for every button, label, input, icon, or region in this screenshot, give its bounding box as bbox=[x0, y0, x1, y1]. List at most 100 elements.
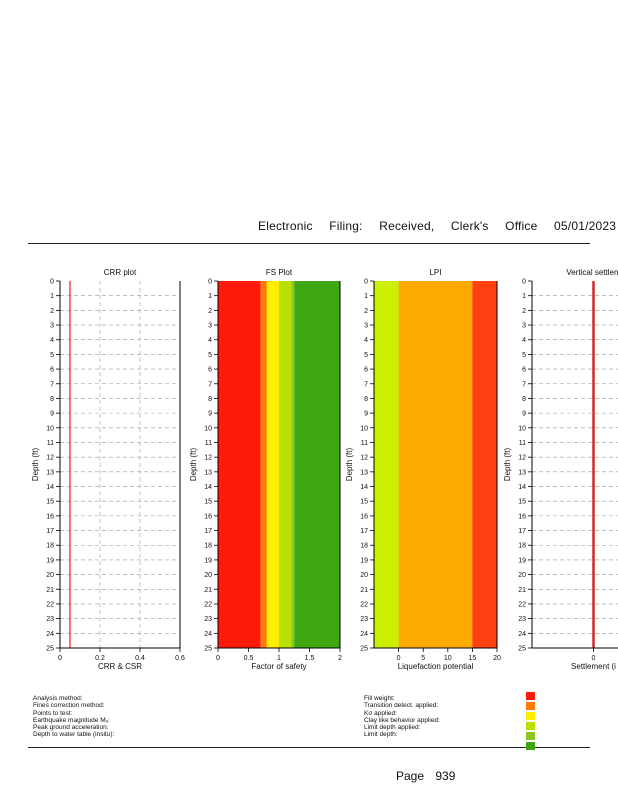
legend-line: Fill weight: bbox=[364, 695, 395, 702]
fs-band bbox=[266, 281, 279, 648]
y-tick-label: 22 bbox=[360, 601, 368, 608]
y-tick-label: 21 bbox=[518, 587, 526, 594]
x-axis-label: Liquefaction potential bbox=[398, 662, 474, 671]
legend-mid: Fill weight: Transition detect. applied:… bbox=[364, 695, 440, 739]
x-tick-label: 0 bbox=[592, 655, 596, 662]
y-tick-label: 17 bbox=[360, 528, 368, 535]
y-tick-label: 2 bbox=[364, 308, 368, 315]
y-tick-label: 14 bbox=[518, 484, 526, 491]
y-tick-label: 13 bbox=[518, 469, 526, 476]
legend-swatches bbox=[526, 692, 535, 752]
x-tick-label: 2 bbox=[338, 655, 342, 662]
y-tick-label: 16 bbox=[360, 513, 368, 520]
y-tick-label: 12 bbox=[46, 455, 54, 462]
legend-swatch bbox=[526, 742, 535, 750]
legend-line: Limit depth applied: bbox=[364, 724, 421, 732]
y-tick-label: 21 bbox=[204, 587, 212, 594]
x-tick-label: 0 bbox=[216, 655, 220, 662]
y-axis-label: Depth (ft) bbox=[189, 447, 198, 481]
y-tick-label: 12 bbox=[518, 455, 526, 462]
y-tick-label: 25 bbox=[204, 646, 212, 653]
y-tick-label: 3 bbox=[208, 323, 212, 330]
y-tick-label: 13 bbox=[360, 469, 368, 476]
y-tick-label: 15 bbox=[360, 499, 368, 506]
y-tick-label: 20 bbox=[46, 572, 54, 579]
x-tick-label: 0.2 bbox=[95, 655, 105, 662]
x-tick-label: 5 bbox=[421, 655, 425, 662]
y-tick-label: 22 bbox=[204, 601, 212, 608]
y-tick-label: 6 bbox=[364, 367, 368, 374]
y-tick-label: 0 bbox=[364, 279, 368, 286]
fs-band bbox=[279, 281, 292, 648]
x-tick-label: 15 bbox=[469, 655, 477, 662]
y-tick-label: 16 bbox=[204, 513, 212, 520]
y-tick-label: 1 bbox=[522, 293, 526, 300]
y-tick-label: 6 bbox=[522, 367, 526, 374]
y-tick-label: 14 bbox=[360, 484, 368, 491]
y-tick-label: 6 bbox=[208, 367, 212, 374]
legend-left: Analysis method: Fines correction method… bbox=[33, 695, 114, 739]
x-tick-label: 20 bbox=[493, 655, 501, 662]
stamp-date: 05/01/2023 bbox=[554, 219, 617, 233]
y-tick-label: 5 bbox=[522, 352, 526, 359]
y-tick-label: 10 bbox=[204, 425, 212, 432]
y-tick-label: 23 bbox=[204, 616, 212, 623]
y-tick-label: 17 bbox=[518, 528, 526, 535]
x-axis-label: Settlement (i bbox=[571, 662, 616, 671]
y-tick-label: 21 bbox=[360, 587, 368, 594]
stamp-word: Received, bbox=[379, 219, 435, 233]
y-tick-label: 17 bbox=[204, 528, 212, 535]
y-tick-label: 15 bbox=[518, 499, 526, 506]
legend-swatch bbox=[526, 692, 535, 700]
fs-band bbox=[218, 281, 261, 648]
stamp-word: Filing: bbox=[329, 219, 363, 233]
y-tick-label: 16 bbox=[46, 513, 54, 520]
y-tick-label: 19 bbox=[518, 557, 526, 564]
filing-stamp: Electronic Filing: Received, Clerk's Off… bbox=[258, 219, 618, 233]
y-tick-label: 14 bbox=[46, 484, 54, 491]
x-tick-label: 0 bbox=[58, 655, 62, 662]
y-tick-label: 0 bbox=[522, 279, 526, 286]
y-tick-label: 23 bbox=[360, 616, 368, 623]
y-tick-label: 3 bbox=[364, 323, 368, 330]
y-tick-label: 25 bbox=[360, 646, 368, 653]
y-tick-label: 12 bbox=[204, 455, 212, 462]
page-value: 939 bbox=[435, 769, 456, 783]
y-tick-label: 8 bbox=[208, 396, 212, 403]
y-tick-label: 25 bbox=[46, 646, 54, 653]
y-tick-label: 20 bbox=[360, 572, 368, 579]
plot-title: Vertical settlem bbox=[566, 268, 618, 277]
plot-title: CRR plot bbox=[104, 268, 137, 277]
y-tick-label: 2 bbox=[522, 308, 526, 315]
legend-line: Points to test: bbox=[33, 709, 73, 717]
y-tick-label: 0 bbox=[50, 279, 54, 286]
legend-swatch bbox=[526, 702, 535, 710]
legend-line: Depth to water table (insitu): bbox=[33, 731, 115, 739]
y-tick-label: 20 bbox=[518, 572, 526, 579]
y-tick-label: 21 bbox=[46, 587, 54, 594]
y-tick-label: 24 bbox=[518, 631, 526, 638]
fs-band bbox=[374, 281, 399, 648]
x-tick-label: 1 bbox=[277, 655, 281, 662]
x-tick-label: 0.5 bbox=[244, 655, 254, 662]
y-axis-label: Depth (ft) bbox=[31, 447, 40, 481]
x-axis-label: Factor of safety bbox=[251, 662, 306, 671]
y-tick-label: 5 bbox=[50, 352, 54, 359]
y-tick-label: 22 bbox=[518, 601, 526, 608]
fs-band bbox=[398, 281, 473, 648]
y-tick-label: 18 bbox=[360, 543, 368, 550]
legend-swatch bbox=[526, 722, 535, 730]
legend-line: Analysis method: bbox=[33, 695, 83, 702]
legend-rule bbox=[28, 747, 590, 748]
y-tick-label: 22 bbox=[46, 601, 54, 608]
y-tick-label: 24 bbox=[360, 631, 368, 638]
x-tick-label: 0 bbox=[397, 655, 401, 662]
y-tick-label: 4 bbox=[364, 337, 368, 344]
y-tick-label: 8 bbox=[50, 396, 54, 403]
y-tick-label: 18 bbox=[46, 543, 54, 550]
plot-title: FS Plot bbox=[266, 268, 293, 277]
x-axis-label: CRR & CSR bbox=[98, 662, 142, 671]
fs-band bbox=[294, 281, 340, 648]
y-tick-label: 11 bbox=[361, 440, 368, 447]
legend-swatch bbox=[526, 732, 535, 740]
